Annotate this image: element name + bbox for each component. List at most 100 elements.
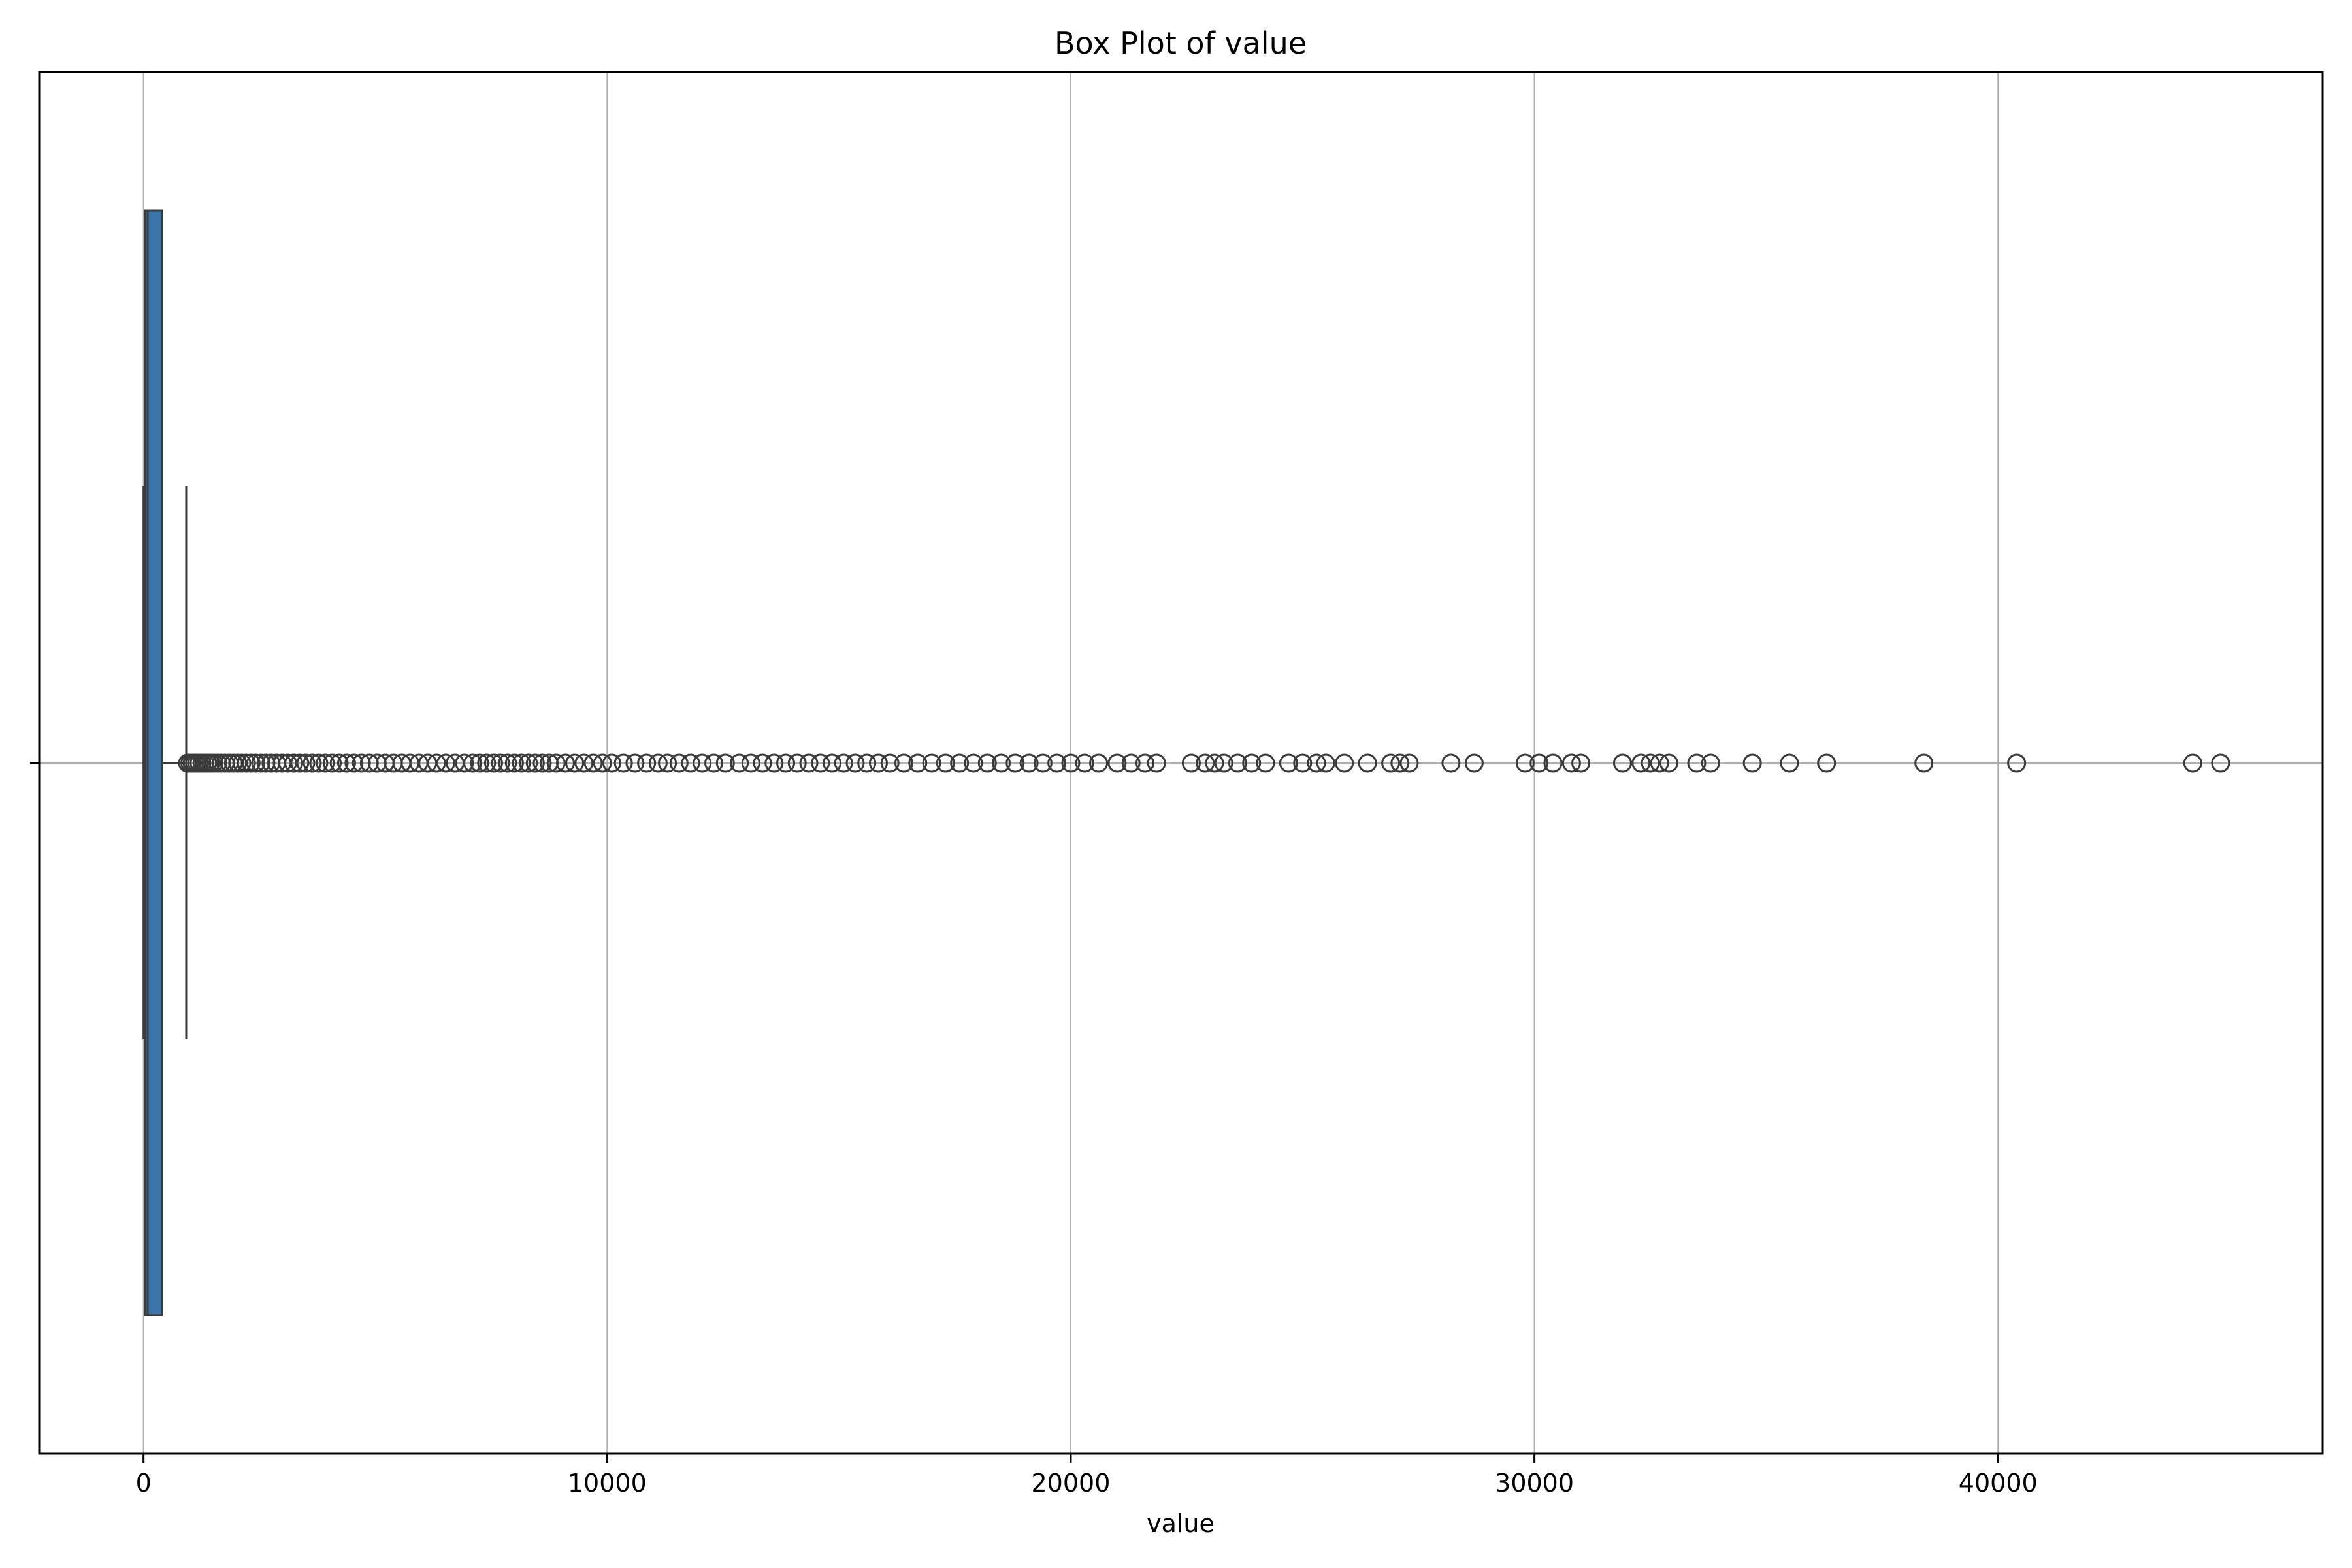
outlier-point: [845, 753, 865, 773]
outlier-point: [583, 753, 603, 773]
outlier-point: [1293, 753, 1313, 773]
outlier-point: [602, 753, 621, 773]
outlier-point: [1335, 753, 1354, 773]
outlier-point: [992, 753, 1011, 773]
outlier-point: [336, 753, 356, 773]
outlier-point: [1196, 753, 1215, 773]
outlier-point: [1047, 753, 1067, 773]
outlier-point: [532, 753, 552, 773]
outlier-point: [322, 753, 342, 773]
outlier-point: [565, 753, 585, 773]
outlier-point: [1780, 753, 1799, 773]
outlier-point: [455, 753, 474, 773]
outlier-point: [1005, 753, 1025, 773]
x-tick-label: 40000: [1959, 1469, 2038, 1497]
outlier-point: [908, 753, 928, 773]
outlier-point: [693, 753, 712, 773]
outlier-point: [1571, 753, 1591, 773]
outlier-point: [483, 753, 503, 773]
outlier-point: [1612, 753, 1632, 773]
outlier-point: [1121, 753, 1141, 773]
outlier-point: [1390, 753, 1410, 773]
outlier-point: [922, 753, 941, 773]
outlier-point: [246, 753, 265, 773]
outlier-point: [950, 753, 970, 773]
outlier-point: [764, 753, 784, 773]
x-tick-label: 10000: [568, 1469, 647, 1497]
outlier-point: [1316, 753, 1335, 773]
outlier-point: [658, 753, 678, 773]
outlier-point: [512, 753, 531, 773]
outlier-point: [613, 753, 633, 773]
outlier-point: [1742, 753, 1762, 773]
outlier-point: [555, 753, 575, 773]
outlier-point: [241, 753, 261, 773]
outlier-point: [936, 753, 955, 773]
outlier-point: [1358, 753, 1377, 773]
outlier-point: [302, 753, 322, 773]
outlier-point: [1650, 753, 1669, 773]
outlier-point: [1817, 753, 1837, 773]
outlier-point: [1019, 753, 1039, 773]
outlier-point: [237, 753, 256, 773]
outlier-point: [1075, 753, 1094, 773]
outlier-point: [1464, 753, 1484, 773]
outlier-point: [857, 753, 877, 773]
outlier-point: [546, 753, 566, 773]
x-tick-label: 0: [136, 1469, 152, 1497]
outlier-point: [309, 753, 329, 773]
outlier-point: [436, 753, 455, 773]
outlier-point: [1089, 753, 1109, 773]
outlier-point: [1307, 753, 1326, 773]
outlier-point: [799, 753, 819, 773]
outlier-point: [704, 753, 724, 773]
outlier-point: [1107, 753, 1127, 773]
outlier-point: [359, 753, 379, 773]
outlier-point: [880, 753, 900, 773]
x-tick-label: 30000: [1495, 1469, 1574, 1497]
outlier-point: [351, 753, 371, 773]
outlier-point: [491, 753, 510, 773]
outlier-point: [894, 753, 913, 773]
outlier-point: [741, 753, 760, 773]
outlier-point: [418, 753, 438, 773]
outlier-point: [637, 753, 657, 773]
outlier-point: [290, 753, 310, 773]
outlier-point: [648, 753, 668, 773]
outlier-point: [681, 753, 700, 773]
outlier-point: [1561, 753, 1581, 773]
outlier-point: [1641, 753, 1660, 773]
chart-title: Box Plot of value: [1054, 25, 1307, 61]
outlier-point: [1181, 753, 1201, 773]
outlier-point: [868, 753, 888, 773]
outlier-point: [1687, 753, 1707, 773]
outlier-point: [1914, 753, 1934, 773]
outlier-point: [822, 753, 841, 773]
outlier-point: [296, 753, 316, 773]
outlier-point: [811, 753, 830, 773]
outlier-point: [470, 753, 489, 773]
outlier-point: [463, 753, 483, 773]
outlier-point: [2183, 753, 2202, 773]
outlier-point: [715, 753, 735, 773]
outlier-point: [1399, 753, 1419, 773]
outlier-point: [1381, 753, 1401, 773]
outlier-point: [1033, 753, 1053, 773]
outlier-point: [1543, 753, 1563, 773]
outlier-point: [1515, 753, 1535, 773]
outlier-point: [1242, 753, 1262, 773]
outlier-point: [1279, 753, 1298, 773]
outlier-point: [1214, 753, 1233, 773]
outlier-point: [964, 753, 983, 773]
outlier-point: [625, 753, 645, 773]
x-axis-label: value: [1147, 1509, 1215, 1538]
outlier-point: [498, 753, 517, 773]
outlier-point: [669, 753, 689, 773]
outlier-point: [504, 753, 524, 773]
outlier-point: [525, 753, 545, 773]
outlier-point: [519, 753, 538, 773]
outlier-point: [1631, 753, 1651, 773]
